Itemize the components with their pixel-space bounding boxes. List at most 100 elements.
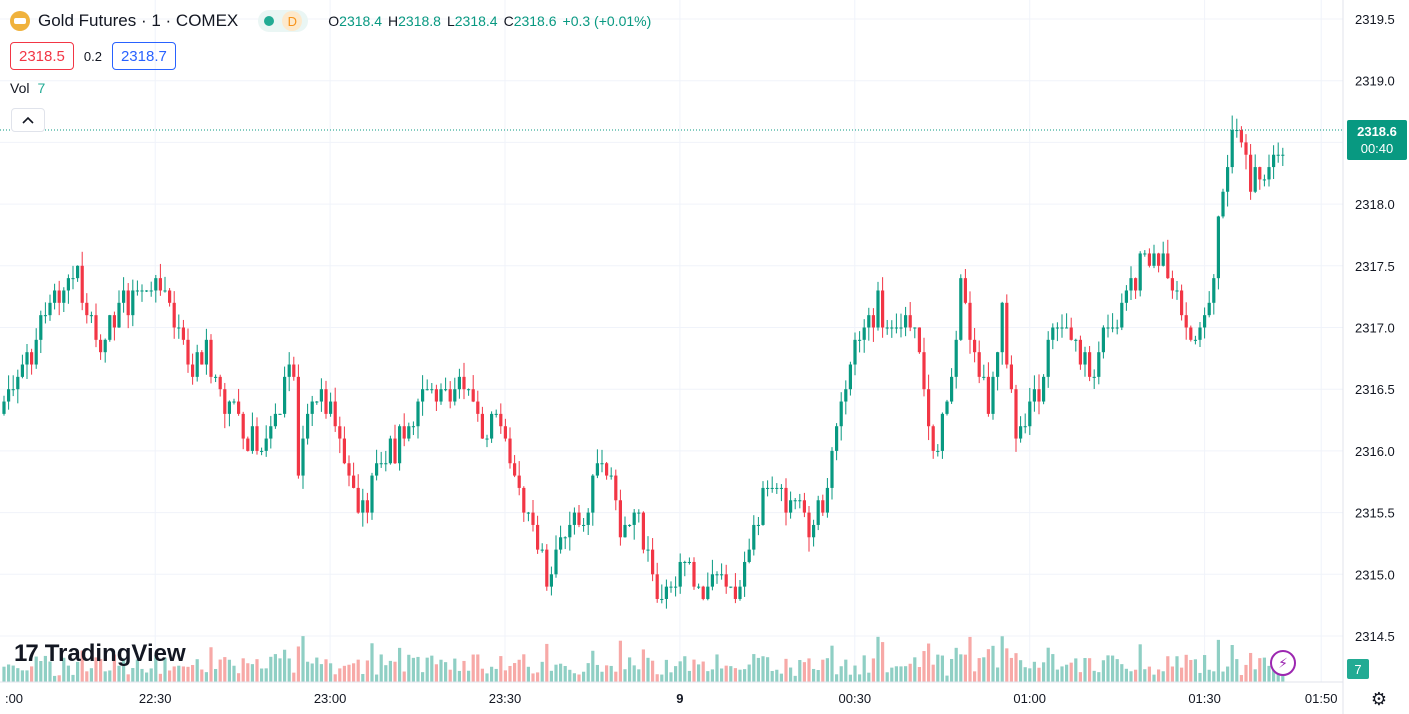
collapse-legend-button[interactable] <box>11 108 45 132</box>
volume-bar <box>747 664 751 682</box>
candle <box>1092 369 1096 389</box>
tradingview-logo[interactable]: 17 TradingView <box>14 640 186 668</box>
volume-bar <box>1101 660 1105 682</box>
volume-bar <box>1230 645 1234 682</box>
volume-bar <box>536 672 540 682</box>
candle <box>775 483 779 494</box>
volume-bar <box>39 661 43 682</box>
tradingview-logo-text: TradingView <box>44 640 186 667</box>
candlesticks <box>2 115 1285 609</box>
candle <box>407 422 411 442</box>
candle <box>536 515 540 554</box>
tradingview-logo-mark: 17 <box>14 640 39 667</box>
volume-bar <box>1069 662 1073 682</box>
candle <box>94 303 98 348</box>
volume-bar <box>1244 664 1248 682</box>
candle <box>163 276 167 293</box>
volume-bar <box>1161 671 1165 682</box>
candle <box>430 383 434 394</box>
volume-bar <box>402 671 406 682</box>
lightning-icon[interactable]: ⚡ <box>1270 650 1296 676</box>
volume-bar <box>310 663 314 682</box>
volume-bar <box>963 654 967 682</box>
volume-bar <box>674 666 678 682</box>
volume-bar <box>830 645 834 682</box>
sell-price-button[interactable]: 2318.5 <box>10 42 74 70</box>
volume-bar <box>66 665 70 682</box>
candle <box>172 291 176 339</box>
candle <box>53 283 57 310</box>
candle <box>1198 321 1202 348</box>
candle <box>39 310 43 354</box>
candle <box>940 412 944 459</box>
volume-bar <box>260 668 264 682</box>
symbol-title[interactable]: Gold Futures · 1 · COMEX <box>38 11 239 30</box>
candle <box>1230 115 1234 174</box>
spread-value: 0.2 <box>83 48 102 64</box>
candle <box>126 283 130 329</box>
volume-bar <box>453 658 457 682</box>
candle <box>352 462 356 489</box>
candle <box>1088 346 1092 382</box>
volume-bar <box>34 656 38 682</box>
volume-bar <box>508 665 512 682</box>
candle <box>480 406 484 439</box>
candle <box>991 371 995 420</box>
candle <box>1023 413 1027 434</box>
volume-bar <box>25 670 29 682</box>
candle <box>1101 325 1105 359</box>
volume-legend[interactable]: Vol 7 <box>10 80 45 96</box>
candle <box>591 474 595 526</box>
volume-bar <box>812 668 816 682</box>
candle <box>1212 274 1216 315</box>
candle <box>931 424 935 459</box>
volume-bar <box>393 661 397 682</box>
volume-bar <box>1088 658 1092 682</box>
candle <box>347 455 351 487</box>
chart-grid <box>0 0 1343 682</box>
volume-bar <box>526 666 530 682</box>
gear-icon[interactable]: ⚙ <box>1370 688 1388 709</box>
price-axis[interactable]: 2319.52319.02318.52318.02317.52317.02316… <box>1355 12 1395 644</box>
volume-bar <box>683 656 687 682</box>
volume-bar <box>333 674 337 682</box>
volume-bar <box>1184 654 1188 682</box>
candle <box>361 488 365 527</box>
volume-bar <box>756 657 760 682</box>
volume-bar <box>996 667 1000 682</box>
candle <box>1207 291 1211 318</box>
candle <box>756 516 760 536</box>
candle <box>181 319 185 345</box>
buy-price-button[interactable]: 2318.7 <box>111 42 176 70</box>
candle <box>1106 314 1110 338</box>
volume-bar <box>444 662 448 682</box>
candle <box>807 506 811 552</box>
candle <box>816 495 820 531</box>
volume-bar <box>609 665 613 682</box>
volume-bar <box>802 662 806 682</box>
volume-bar <box>885 672 889 682</box>
candle <box>76 265 80 282</box>
candle <box>204 328 208 375</box>
time-axis[interactable]: :00 22:30 23:00 23:30 9 00:30 01:00 01:30 01:50 <box>5 691 1338 706</box>
candle <box>743 551 747 597</box>
market-status[interactable]: D <box>258 10 309 32</box>
volume-bar <box>278 658 282 682</box>
candle <box>1180 284 1184 321</box>
volume-bar <box>1065 664 1069 682</box>
candle <box>2 395 6 416</box>
volume-bar <box>1157 669 1161 682</box>
ohlc-open: O2318.4 <box>328 13 382 29</box>
volume-bar <box>1267 665 1271 682</box>
candle <box>1175 280 1179 300</box>
volume-bar <box>457 670 461 682</box>
volume-bar <box>632 665 636 682</box>
ohlc-low: L2318.4 <box>446 13 498 29</box>
candle <box>503 418 507 442</box>
volume-bar <box>890 667 894 682</box>
volume-bar <box>1014 653 1018 682</box>
candle <box>434 384 438 411</box>
volume-bar <box>204 672 208 682</box>
candle <box>1055 322 1059 342</box>
